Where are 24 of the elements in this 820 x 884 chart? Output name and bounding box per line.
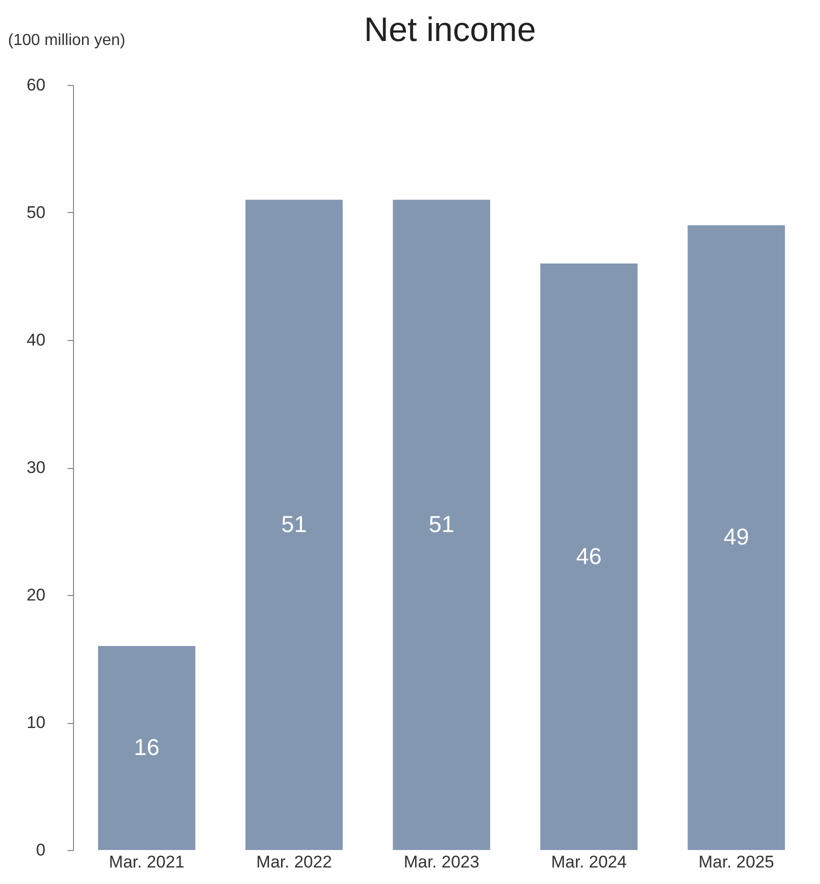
y-tick-label: 20 [26, 586, 46, 604]
x-tick-label: Mar. 2024 [551, 852, 627, 872]
data-label: 49 [724, 524, 750, 550]
y-tick-label: 0 [36, 840, 46, 860]
data-label: 51 [428, 510, 454, 537]
x-tick-label: Mar. 2023 [404, 852, 480, 872]
bar [392, 200, 490, 850]
y-tick-label: 30 [26, 458, 46, 477]
x-tick-label: Mar. 2022 [256, 852, 332, 872]
bar [688, 225, 785, 850]
bar [540, 264, 638, 850]
x-tick-label: Mar. 2025 [698, 852, 774, 872]
y-tick-label: 10 [26, 713, 46, 732]
bar [245, 200, 343, 850]
y-tick-label: 40 [26, 330, 46, 350]
x-tick-label: Mar. 2021 [108, 852, 185, 872]
y-axis-title: (100 million yen) [8, 32, 126, 49]
data-label: 46 [576, 542, 602, 569]
y-tick-label: 60 [26, 76, 46, 94]
y-tick-label: 50 [26, 203, 46, 222]
chart-title: Net income [364, 11, 536, 49]
data-label: 16 [134, 734, 160, 760]
data-label: 51 [281, 510, 307, 537]
bar [98, 646, 196, 850]
